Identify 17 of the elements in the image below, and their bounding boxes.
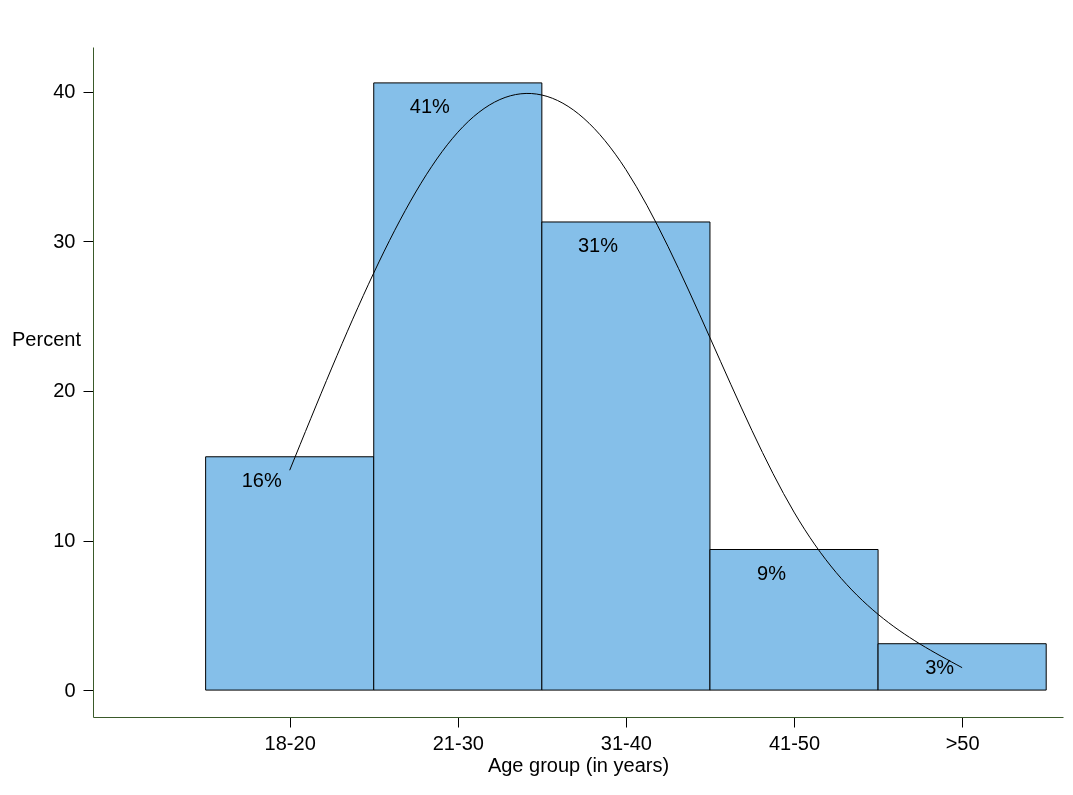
- x-tick-label: 21-30: [432, 731, 484, 754]
- data-label: 16%: [241, 468, 282, 491]
- y-axis-title: Percent: [12, 327, 82, 350]
- y-tick-label: 30: [53, 229, 76, 252]
- x-axis-title: Age group (in years): [487, 753, 670, 776]
- data-label: 9%: [757, 561, 787, 584]
- x-tick-label: 41-50: [768, 731, 821, 754]
- y-tick-label: 40: [53, 80, 76, 103]
- y-tick-label: 20: [53, 379, 76, 402]
- x-tick-label: >50: [945, 731, 980, 754]
- y-tick-label: 0: [64, 678, 76, 701]
- y-tick-label: 10: [53, 529, 76, 552]
- data-label: 31%: [577, 233, 619, 256]
- x-tick-label: 31-40: [600, 731, 652, 754]
- x-tick-label: 18-20: [264, 731, 316, 754]
- data-label: 3%: [925, 655, 955, 678]
- data-label: 41%: [409, 94, 451, 117]
